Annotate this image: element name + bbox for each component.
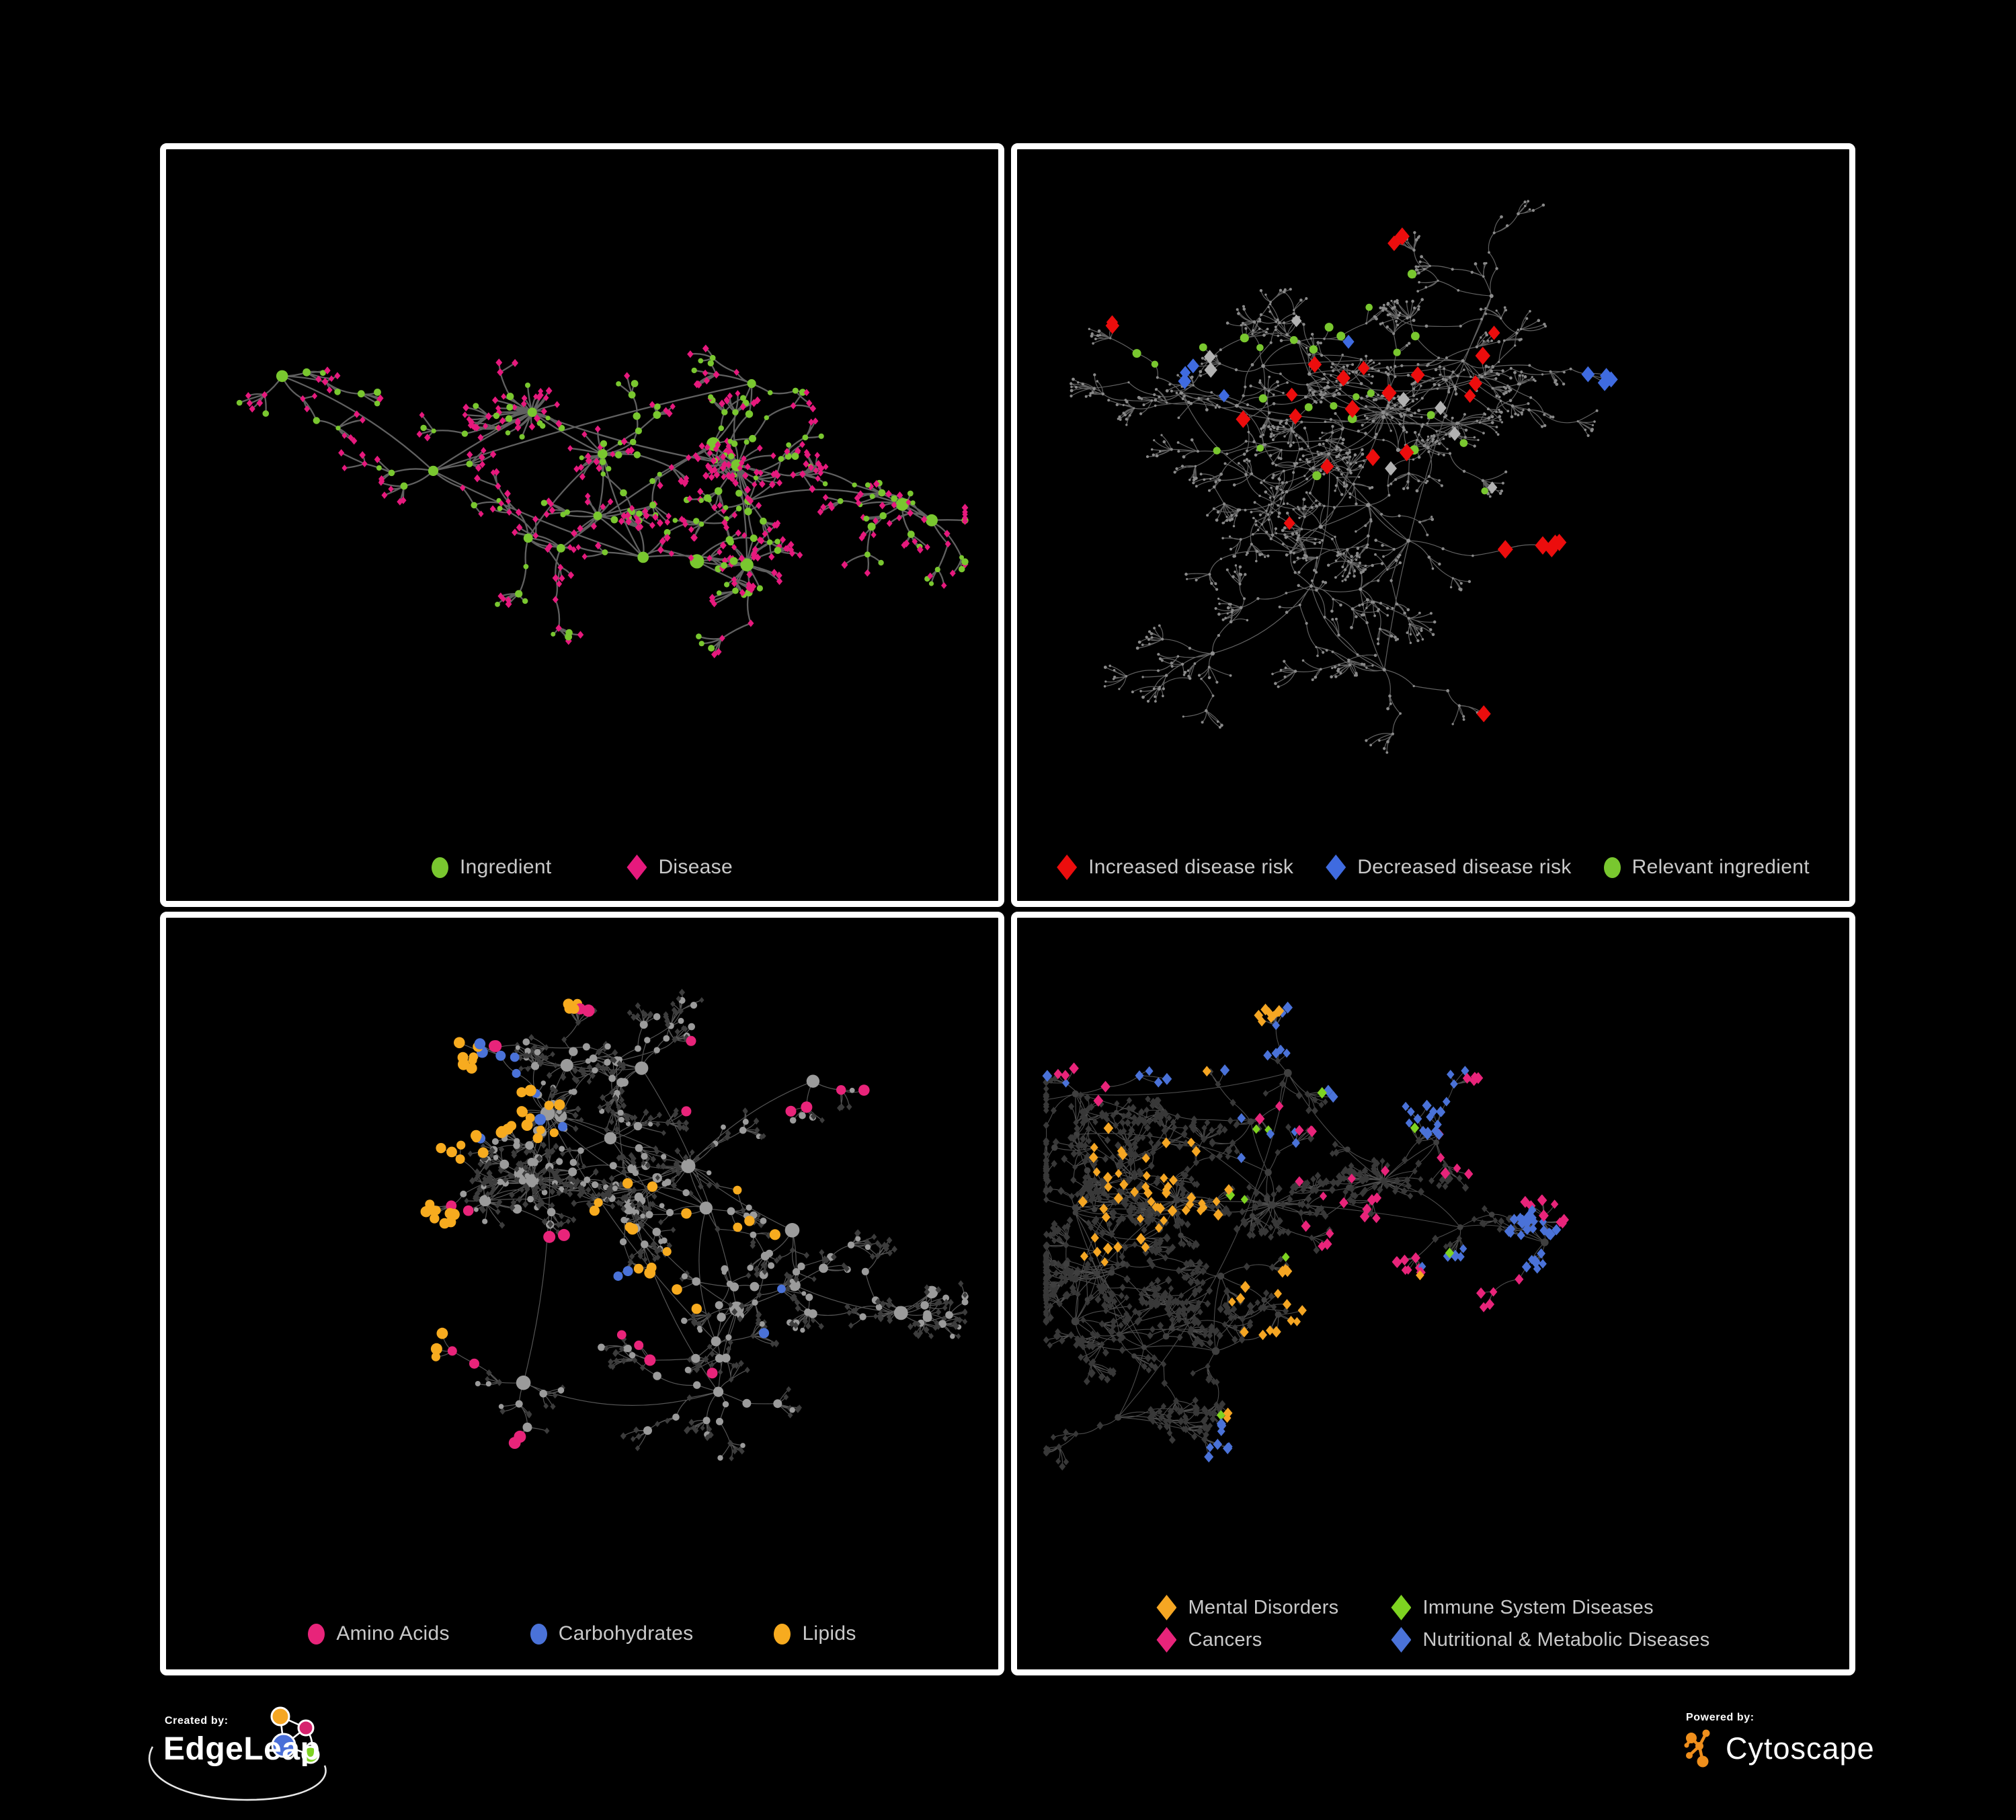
legend-item-increased-risk: Increased disease risk — [1057, 855, 1293, 880]
cytoscape-logo — [1684, 1729, 1710, 1768]
legend-label-mental-disorders: Mental Disorders — [1188, 1596, 1339, 1618]
edgeleap-logo-nodes — [270, 1706, 320, 1764]
nutritional-metabolic-diamond-icon — [1391, 1627, 1412, 1653]
disease-classes-network-graph — [1042, 1001, 1569, 1471]
cytoscape-wordmark: Cytoscape — [1726, 1731, 1875, 1766]
cancers-diamond-icon — [1156, 1627, 1177, 1653]
ingredient-circle-icon — [432, 857, 449, 878]
legend-item-disease: Disease — [627, 855, 733, 880]
cytoscape-lockup: Powered by: Cytoscape — [1684, 1712, 1886, 1792]
legend-item-ingredient: Ingredient — [432, 856, 551, 879]
legend-label-nutritional-metabolic: Nutritional & Metabolic Diseases — [1422, 1628, 1710, 1651]
disease-risk-network-graph — [1070, 200, 1618, 754]
legend-item-mental-disorders: Mental Disorders — [1156, 1595, 1338, 1620]
network-nodes — [420, 988, 969, 1462]
disease-classes-legend: Mental Disorders Immune System Diseases … — [1017, 1595, 1849, 1653]
network-edges — [1070, 201, 1611, 753]
panel-ingredient-disease-network: Ingredient Disease — [160, 143, 1004, 907]
legend-label-cancers: Cancers — [1188, 1628, 1262, 1651]
ingredient-disease-network-graph — [236, 344, 969, 659]
mental-disorders-diamond-icon — [1156, 1595, 1177, 1620]
panel-nutrient-classes-network: Amino Acids Carbohydrates Lipids — [160, 912, 1004, 1675]
legend-label-carbohydrates: Carbohydrates — [558, 1622, 694, 1645]
legend-label-decreased-risk: Decreased disease risk — [1357, 856, 1572, 878]
legend-item-carbohydrates: Carbohydrates — [530, 1622, 694, 1645]
legend-label-relevant-ingredient: Relevant ingredient — [1631, 856, 1810, 878]
network-nodes — [236, 344, 969, 659]
carbohydrates-circle-icon — [530, 1623, 547, 1645]
immune-diseases-diamond-icon — [1391, 1595, 1412, 1620]
decreased-risk-diamond-icon — [1326, 855, 1346, 880]
edgeleap-swoosh — [148, 1746, 327, 1801]
legend-item-amino-acids: Amino Acids — [308, 1622, 449, 1645]
panel-disease-classes-network: Mental Disorders Immune System Diseases … — [1011, 912, 1855, 1675]
disease-diamond-icon — [627, 855, 647, 880]
legend-item-immune-diseases: Immune System Diseases — [1391, 1595, 1709, 1620]
cytoscape-brand-row: Cytoscape — [1684, 1728, 1886, 1770]
legend-label-increased-risk: Increased disease risk — [1088, 856, 1294, 878]
legend-item-decreased-risk: Decreased disease risk — [1326, 855, 1571, 880]
legend-item-relevant-ingredient: Relevant ingredient — [1603, 856, 1810, 879]
powered-by-label: Powered by: — [1686, 1712, 1755, 1723]
ingredient-disease-legend: Ingredient Disease — [166, 855, 998, 880]
edgeleap-wordmark: EdgeLeap — [163, 1731, 321, 1767]
relevant-ingredient-circle-icon — [1603, 857, 1621, 878]
legend-item-lipids: Lipids — [774, 1622, 856, 1645]
network-nodes — [1070, 200, 1618, 754]
lipids-circle-icon — [774, 1623, 791, 1645]
increased-risk-diamond-icon — [1057, 855, 1078, 880]
disease-risk-legend: Increased disease risk Decreased disease… — [1017, 855, 1849, 880]
edgeleap-lockup: Created by: EdgeLeap — [143, 1706, 378, 1814]
legend-label-immune-diseases: Immune System Diseases — [1422, 1596, 1654, 1618]
network-edges — [239, 348, 967, 655]
nutrient-classes-legend: Amino Acids Carbohydrates Lipids — [166, 1622, 998, 1645]
legend-item-nutritional-metabolic: Nutritional & Metabolic Diseases — [1391, 1627, 1709, 1653]
legend-label-ingredient: Ingredient — [460, 856, 552, 878]
cytoscape-logo-nodes — [1684, 1729, 1710, 1768]
created-by-label: Created by: — [165, 1715, 229, 1727]
panel-disease-risk-network: Increased disease risk Decreased disease… — [1011, 143, 1855, 907]
legend-item-cancers: Cancers — [1156, 1627, 1338, 1653]
legend-label-amino-acids: Amino Acids — [336, 1622, 450, 1645]
amino-acids-circle-icon — [308, 1623, 325, 1645]
nutrient-classes-network-graph — [420, 988, 969, 1462]
network-nodes — [1042, 1001, 1569, 1471]
legend-label-lipids: Lipids — [802, 1622, 856, 1645]
edgeleap-logo — [148, 1706, 327, 1801]
legend-label-disease: Disease — [658, 856, 733, 878]
network-edges — [1044, 1007, 1564, 1467]
